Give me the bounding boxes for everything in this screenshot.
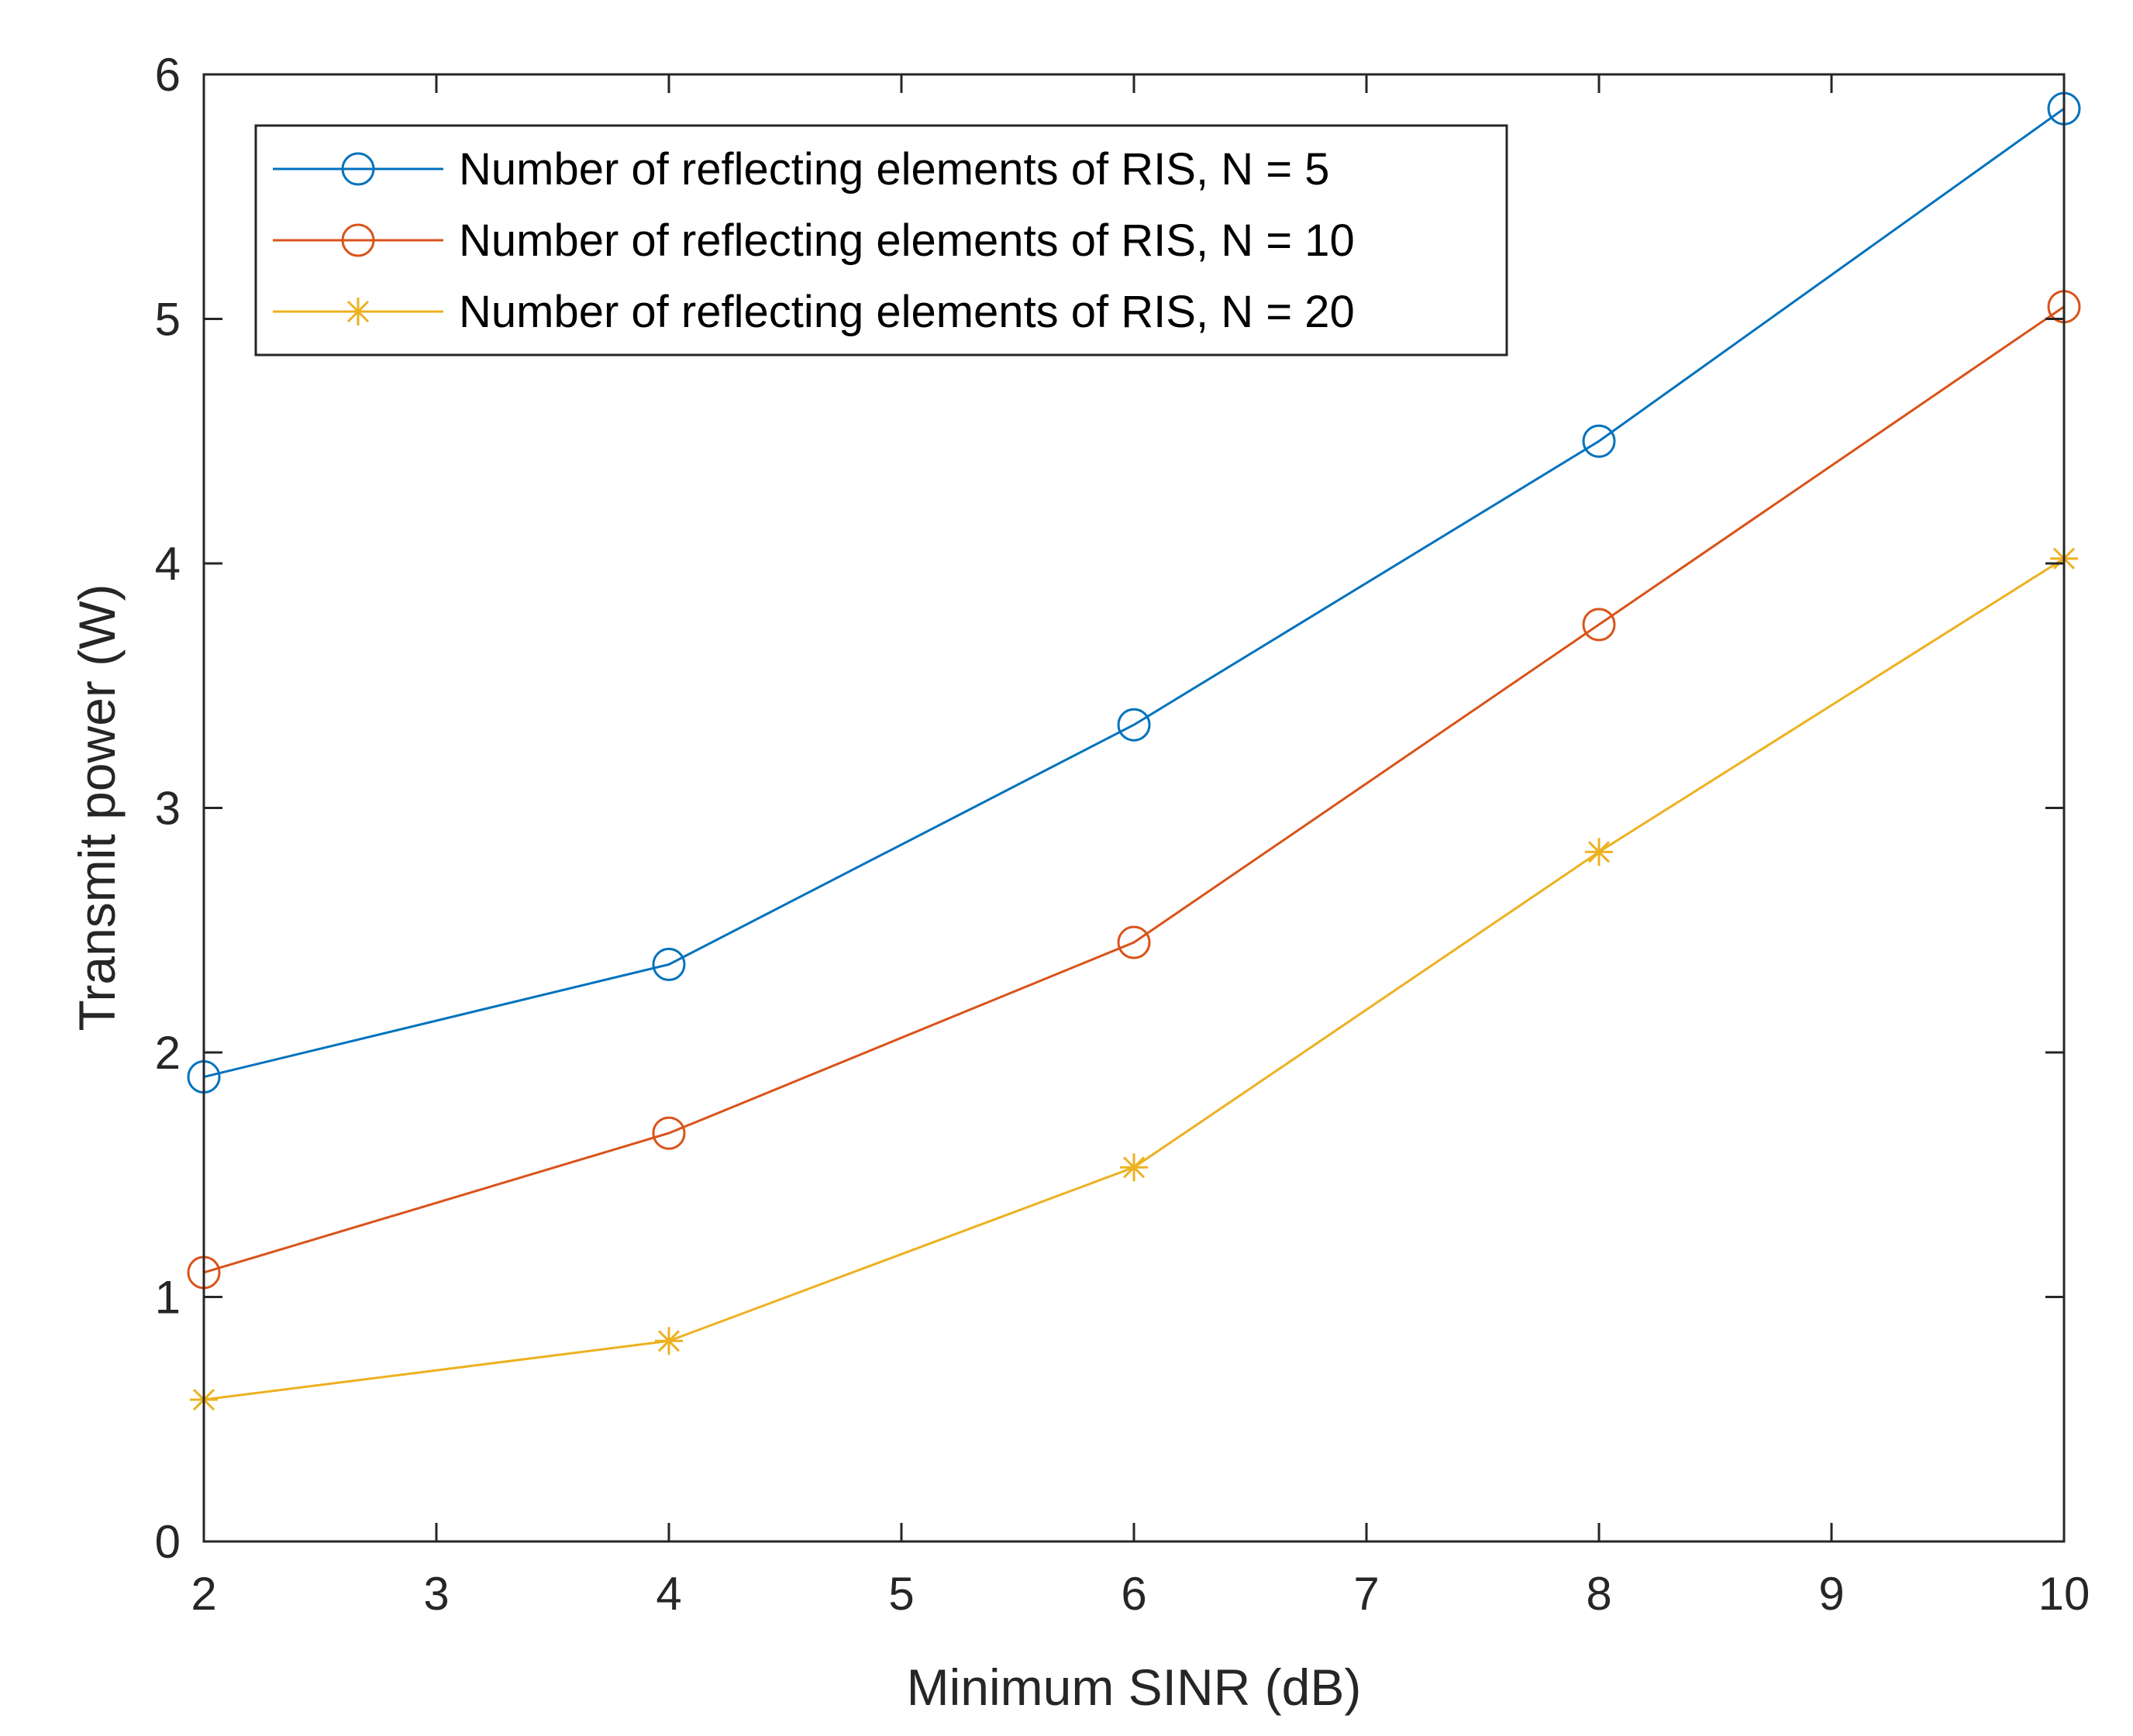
x-tick-label: 7 (1353, 1568, 1379, 1620)
y-tick-label: 6 (155, 49, 181, 101)
data-point (1120, 1153, 1148, 1182)
x-tick-label: 2 (191, 1568, 216, 1620)
data-point-stroke-d2 (1122, 1156, 1146, 1179)
legend-label: Number of reflecting elements of RIS, N … (459, 287, 1355, 337)
data-point (1117, 925, 1151, 959)
x-tick-label: 5 (888, 1568, 914, 1620)
x-tick-label: 8 (1586, 1568, 1611, 1620)
legend: Number of reflecting elements of RIS, N … (254, 124, 1508, 356)
legend-marker (341, 152, 375, 186)
y-tick-label: 4 (155, 538, 181, 590)
series-line (203, 107, 2065, 1079)
legend-label: Number of reflecting elements of RIS, N … (459, 144, 1329, 195)
x-tick-label: 4 (656, 1568, 681, 1620)
legend-marker-stroke-d2 (346, 300, 370, 323)
legend-marker (344, 298, 372, 326)
x-axis-label: Minimum SINR (dB) (907, 1658, 1362, 1716)
data-point-stroke-d2 (1587, 841, 1611, 863)
data-point (1117, 708, 1151, 742)
series-line (203, 305, 2065, 1274)
y-tick-label: 2 (155, 1027, 181, 1079)
data-point (652, 1116, 686, 1150)
data-point (1582, 608, 1616, 642)
y-tick-label: 0 (155, 1516, 181, 1568)
data-point (1582, 424, 1616, 458)
legend-entry: Number of reflecting elements of RIS, N … (273, 144, 1329, 195)
plot-frame (202, 73, 2066, 1543)
y-tick-label: 1 (155, 1272, 181, 1324)
legend-box (254, 124, 1508, 356)
x-tick-label: 9 (1818, 1568, 1844, 1620)
data-point (655, 1327, 683, 1355)
data-point (652, 947, 686, 981)
y-tick-label: 3 (155, 783, 181, 835)
legend-entry: Number of reflecting elements of RIS, N … (273, 287, 1355, 337)
legend-entry: Number of reflecting elements of RIS, N … (273, 215, 1355, 266)
y-axis-label: Transmit power (W) (68, 584, 126, 1032)
legend-marker (341, 223, 375, 257)
legend-label: Number of reflecting elements of RIS, N … (459, 215, 1355, 266)
data-point-stroke-d2 (657, 1330, 681, 1352)
x-tick-label: 10 (2038, 1568, 2090, 1620)
axes-layer: 2 3 4 5 6 7 8 9 10 0 1 2 3 4 5 6 (155, 49, 2090, 1620)
data-point (1585, 838, 1613, 866)
x-tick-label: 3 (423, 1568, 449, 1620)
y-tick-label: 5 (155, 294, 181, 346)
x-tick-label: 6 (1121, 1568, 1146, 1620)
